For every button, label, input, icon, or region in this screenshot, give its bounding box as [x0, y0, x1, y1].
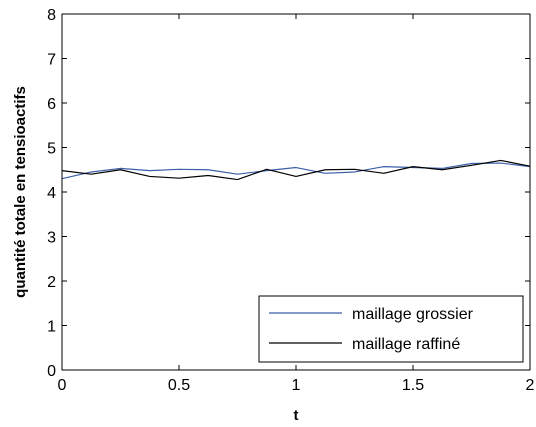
series-line-1	[61, 159, 531, 181]
legend-label-raffine: maillage raffiné	[352, 336, 460, 353]
ticks-layer	[61, 13, 531, 371]
x-tick-label: 2	[526, 377, 535, 394]
y-tick-label: 8	[47, 7, 56, 24]
y-tick-label: 3	[47, 230, 56, 247]
x-axis-label: t	[294, 407, 299, 424]
x-tick-label: 0.5	[168, 377, 190, 394]
y-tick-label: 7	[47, 52, 56, 69]
tick-labels-layer: 0 0.5 1 1.5 2 0 1 2 3 4 5 6 7 8	[47, 7, 534, 394]
x-tick-label: 0	[58, 377, 67, 394]
legend-box	[258, 295, 524, 363]
x-tick-label: 1.5	[402, 377, 424, 394]
y-tick-label: 4	[47, 185, 56, 202]
y-tick-label: 0	[47, 363, 56, 380]
legend: maillage grossier maillage raffiné	[258, 295, 524, 363]
y-axis-label: quantité totale en tensioactifs	[12, 86, 29, 298]
x-tick-label: 1	[292, 377, 301, 394]
series-line-0	[61, 162, 531, 180]
series-layer	[61, 159, 531, 181]
y-tick-label: 6	[47, 96, 56, 113]
legend-label-grossier: maillage grossier	[352, 306, 474, 323]
y-tick-label: 1	[47, 319, 56, 336]
y-tick-label: 2	[47, 274, 56, 291]
y-tick-label: 5	[47, 141, 56, 158]
